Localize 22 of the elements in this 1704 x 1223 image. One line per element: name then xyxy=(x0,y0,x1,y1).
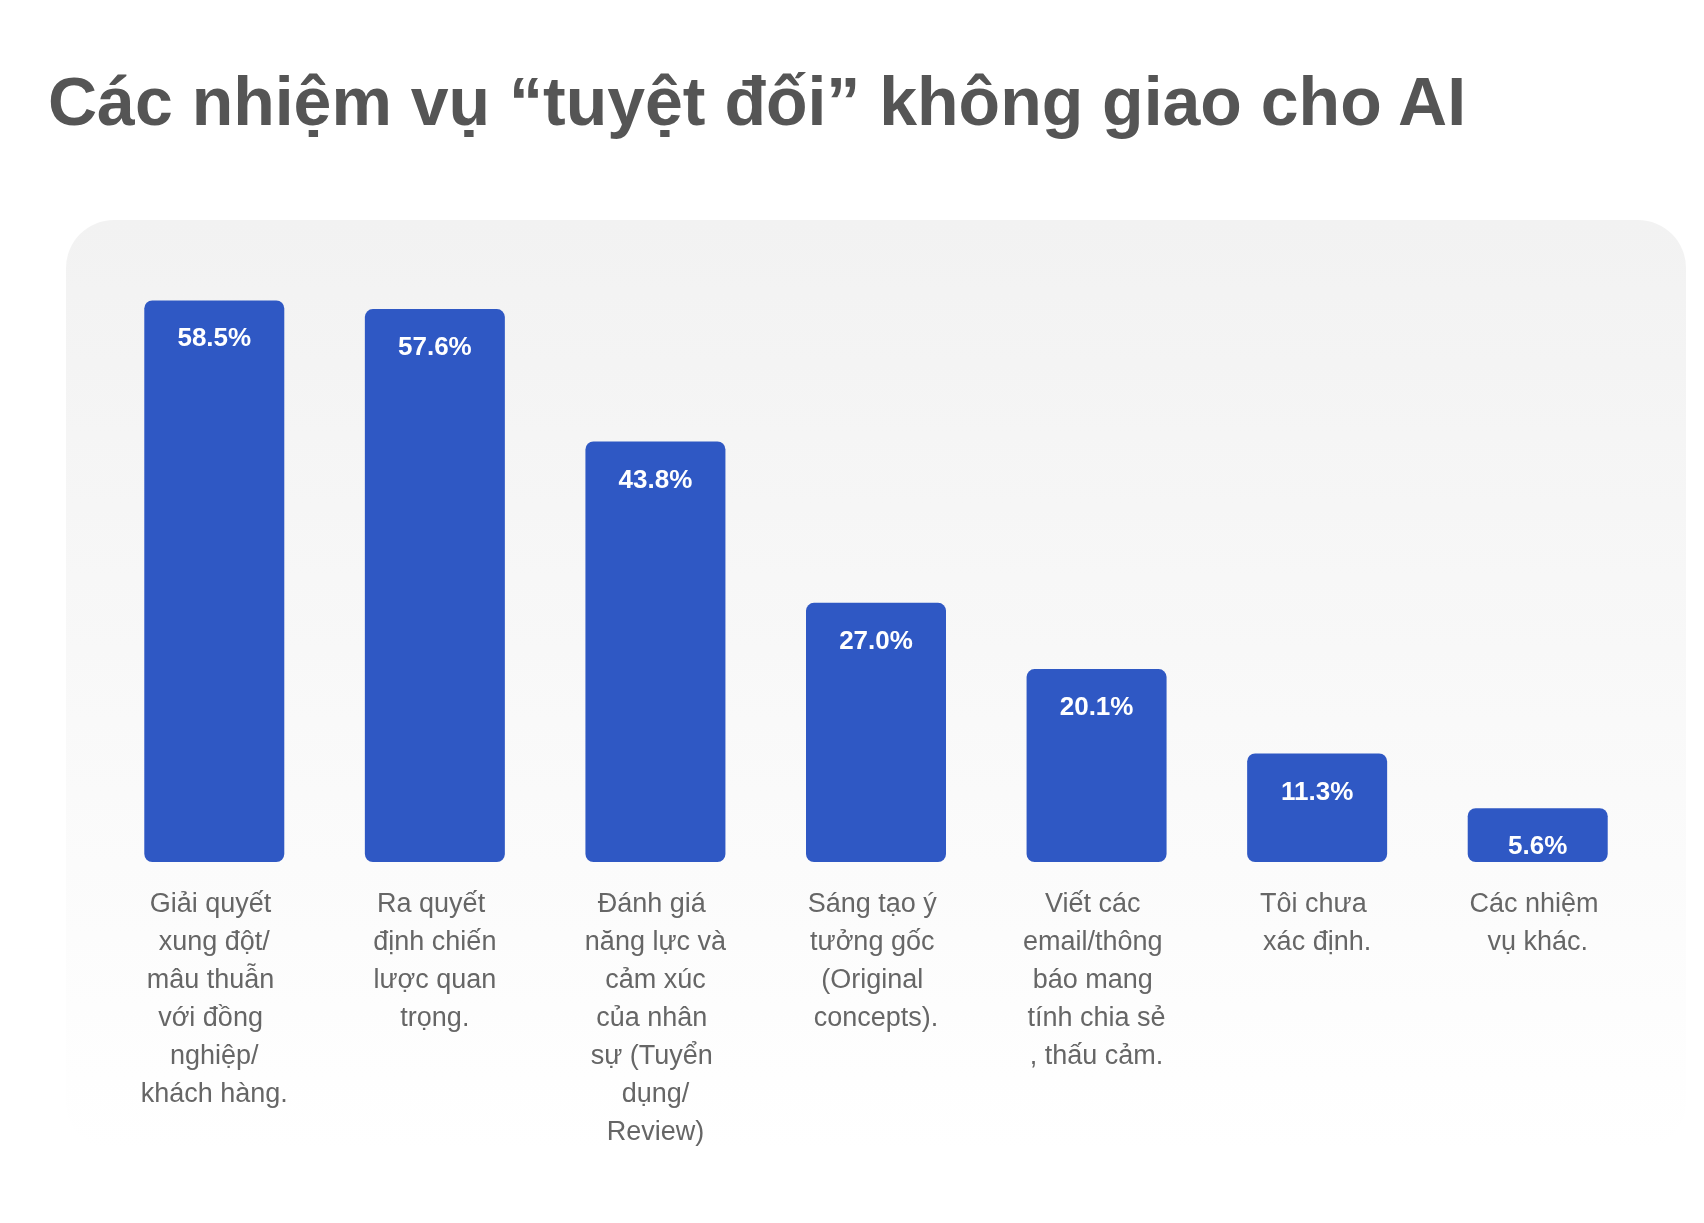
x-tick-label: Các nhiệm vụ khác. xyxy=(1469,888,1606,956)
x-tick-label: Sáng tạo ý tưởng gốc (Original concepts). xyxy=(807,888,945,1032)
x-tick-label: Giải quyết xung đột/mâu thuẫn với đồng nghiệp/khách hàng. xyxy=(140,888,288,1108)
x-tick-label: Viết các email/thông báo mang tính chia sẻ, thấu cảm. xyxy=(1023,888,1171,1070)
data-label: 43.8% xyxy=(618,463,693,494)
bar xyxy=(1026,669,1167,862)
bar xyxy=(144,300,285,862)
data-label: 27.0% xyxy=(839,624,913,655)
bar xyxy=(585,441,726,862)
chart-title: Các nhiệm vụ “tuyệt đối” không giao cho AI xyxy=(48,62,1467,140)
bar xyxy=(1467,808,1608,862)
data-label: 58.5% xyxy=(177,322,252,353)
x-tick-label: Ra quyết định chiến lược quan trọng. xyxy=(365,888,504,1032)
data-label: 5.6% xyxy=(1508,830,1568,861)
x-tick-label: Tôi chưa xác định. xyxy=(1260,888,1375,956)
bar xyxy=(806,602,946,862)
x-tick-label: Đánh giá năng lực và cảm xúc của nhân sự (Tuyển dụng/Review) xyxy=(584,888,727,1146)
data-label: 11.3% xyxy=(1280,775,1354,806)
data-label: 57.6% xyxy=(397,331,472,362)
bar xyxy=(1247,753,1388,862)
data-label: 20.1% xyxy=(1059,691,1134,722)
bar xyxy=(364,309,505,862)
